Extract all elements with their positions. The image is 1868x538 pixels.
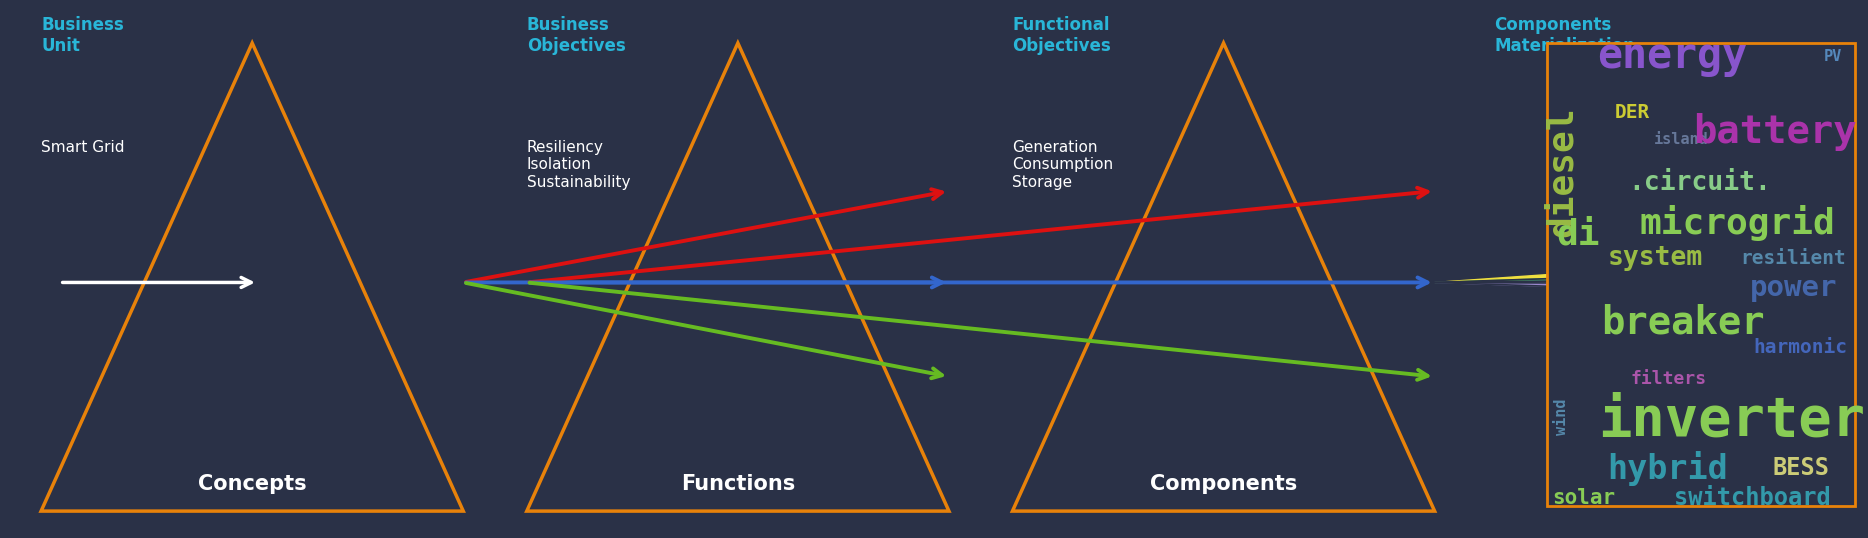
Bar: [1547, 43, 1855, 506]
Text: resilient: resilient: [1741, 249, 1846, 268]
Text: Business
Unit: Business Unit: [41, 16, 123, 55]
Text: island: island: [1653, 132, 1709, 147]
Polygon shape: [1435, 282, 1649, 289]
Text: PV: PV: [1823, 49, 1842, 64]
Text: microgrid: microgrid: [1640, 206, 1834, 241]
Text: inverter: inverter: [1599, 393, 1864, 446]
Text: breaker: breaker: [1601, 304, 1765, 342]
Text: Business
Objectives: Business Objectives: [527, 16, 626, 55]
Text: Functions: Functions: [680, 474, 796, 494]
Text: filters: filters: [1631, 370, 1705, 388]
Polygon shape: [1435, 267, 1649, 282]
Text: DER: DER: [1616, 103, 1649, 123]
Text: BESS: BESS: [1773, 456, 1829, 480]
Polygon shape: [1435, 276, 1633, 282]
Text: solar: solar: [1552, 487, 1616, 508]
Text: Generation
Consumption
Storage: Generation Consumption Storage: [1012, 140, 1113, 190]
Text: Concepts: Concepts: [198, 474, 306, 494]
Text: di: di: [1556, 217, 1601, 251]
Text: Functional
Objectives: Functional Objectives: [1012, 16, 1111, 55]
Text: system: system: [1608, 245, 1702, 271]
Text: .circuit.: .circuit.: [1629, 170, 1771, 196]
Text: hybrid: hybrid: [1608, 450, 1728, 486]
Text: wind: wind: [1554, 399, 1569, 435]
Text: battery: battery: [1692, 113, 1857, 151]
Text: switchboard: switchboard: [1674, 486, 1831, 509]
Text: energy: energy: [1597, 36, 1747, 77]
Text: Resiliency
Isolation
Sustainability: Resiliency Isolation Sustainability: [527, 140, 630, 190]
Text: power: power: [1750, 274, 1836, 302]
Text: harmonic: harmonic: [1754, 337, 1847, 357]
Text: Components
Materialization: Components Materialization: [1494, 16, 1634, 55]
Text: diesel: diesel: [1545, 107, 1578, 237]
Polygon shape: [1435, 280, 1621, 284]
Text: Components: Components: [1151, 474, 1296, 494]
Text: Smart Grid: Smart Grid: [41, 140, 125, 155]
